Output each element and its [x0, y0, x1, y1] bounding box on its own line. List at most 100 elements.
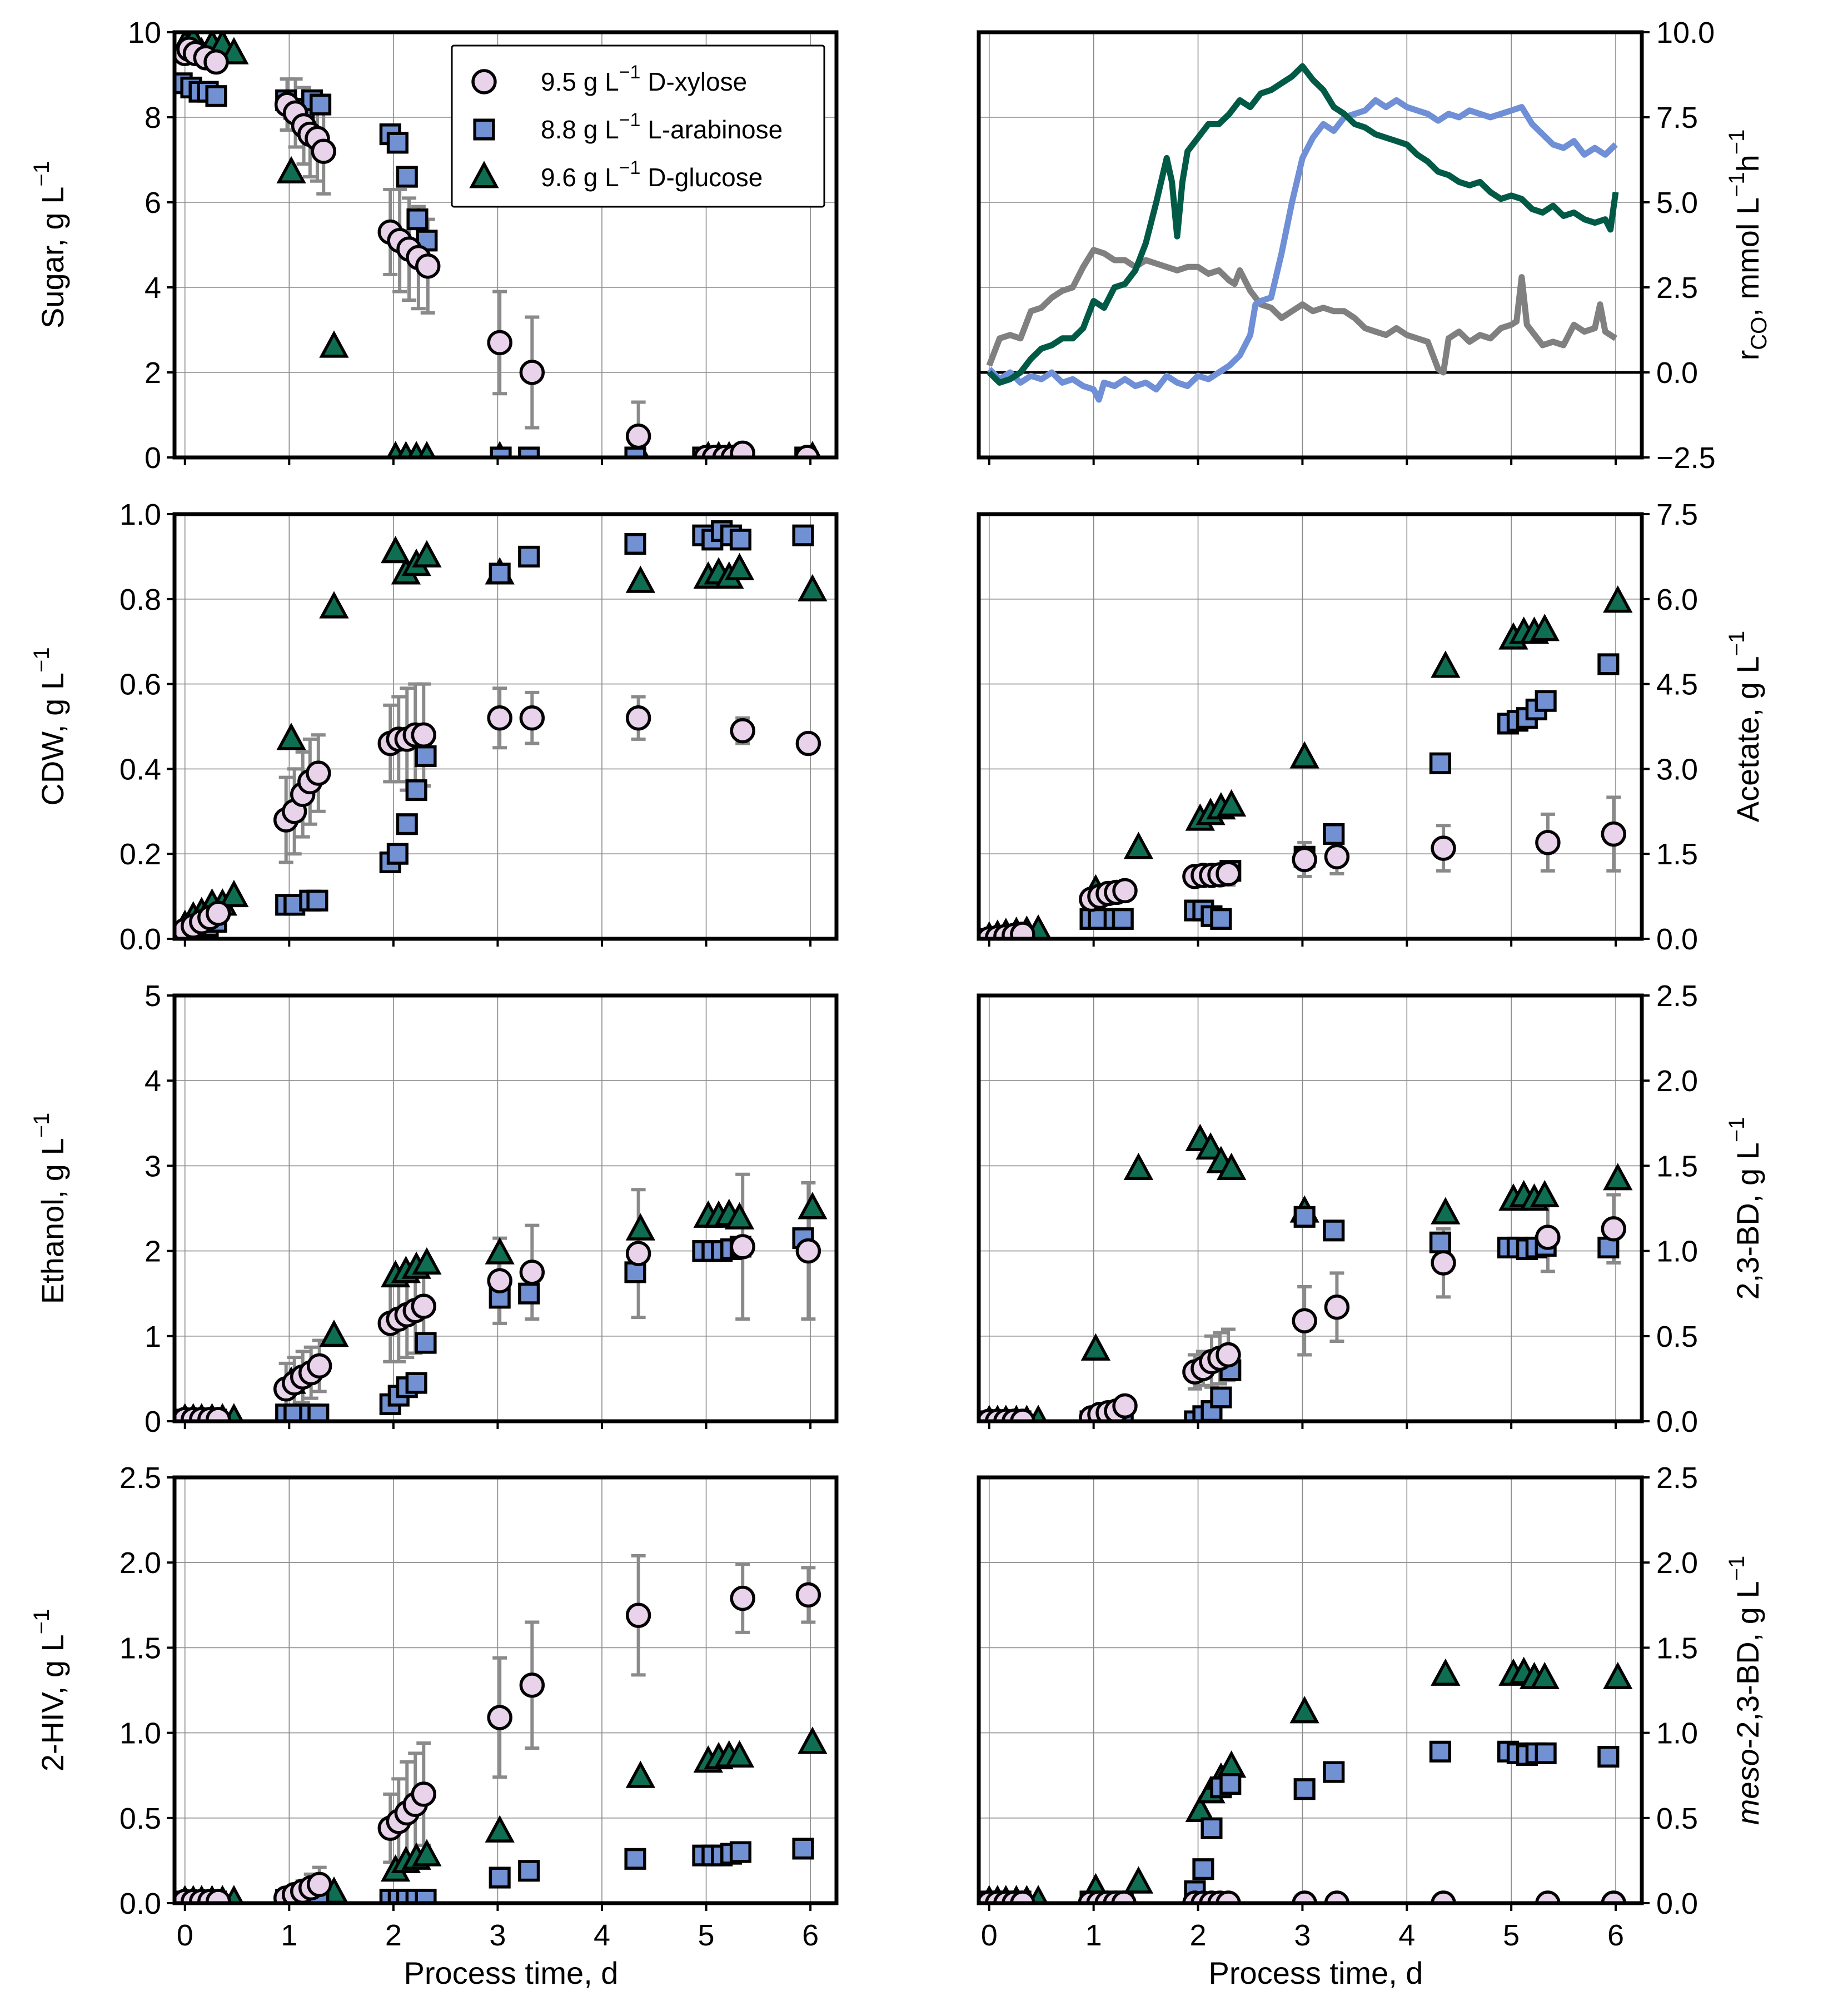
y-tick-label: 7.5 [1656, 101, 1698, 135]
y-axis: 0 1 2 3 4 5 [145, 979, 175, 1438]
point-xyl [730, 1234, 755, 1260]
y-label-part: 2-HIV, g L [35, 1634, 70, 1771]
point-ara [1323, 823, 1345, 845]
y-tick-label: 0.0 [1656, 923, 1698, 956]
point-glc [1431, 1658, 1461, 1686]
y-label-part: r [1730, 350, 1765, 361]
point-ara [415, 1332, 437, 1354]
point-ara [792, 524, 814, 546]
y-axis: −2.5 0.0 2.5 5.0 7.5 10.0 [1642, 16, 1716, 475]
scatter-series [175, 1172, 828, 1421]
panel-frame [172, 30, 839, 460]
panel-frame [977, 1475, 1644, 1905]
x-tick-label: 3 [1294, 1919, 1311, 1952]
y-axis-label-text: Ethanol, g L−1 [29, 1113, 70, 1305]
rco-line-green [987, 63, 1619, 386]
scatter-series [175, 520, 828, 939]
x-tick-label: 2 [385, 1919, 402, 1952]
y-label-part: −1 [29, 161, 54, 187]
y-label-part: CO [1747, 317, 1771, 350]
y-tick-label: 8 [145, 101, 161, 135]
point-ara [1112, 908, 1134, 930]
point-glc [276, 723, 306, 750]
panel-bd23: 0.0 0.5 1.0 1.5 2.0 2.5 2,3-BD, g L−1 [977, 979, 1765, 1438]
y-axis-label: meso-2,3-BD, g L−1 [1725, 1556, 1765, 1825]
y-label-part: Sugar, g L [35, 187, 70, 328]
y-axis: 0.0 0.2 0.4 0.6 0.8 1.0 [119, 498, 175, 956]
scatter-series [979, 585, 1633, 939]
x-tick-label: 1 [1085, 1919, 1102, 1952]
point-xyl [487, 1268, 512, 1293]
point-ara [624, 1848, 646, 1870]
point-ara [306, 889, 328, 912]
point-xyl [1601, 1890, 1626, 1903]
y-tick-label: 0.5 [119, 1802, 161, 1835]
point-xyl [795, 1238, 821, 1264]
point-ara [405, 1372, 427, 1394]
y-label-part: −1 [1725, 130, 1749, 155]
scatter-series [175, 32, 821, 457]
point-glc [1530, 1179, 1560, 1208]
y-tick-label: 2.5 [119, 1461, 161, 1495]
y-tick-label: 4 [145, 1064, 161, 1098]
point-ara [1323, 1761, 1345, 1783]
y-tick-label: 2.0 [1656, 1064, 1698, 1098]
point-xyl [1601, 1216, 1626, 1242]
point-glc [485, 1237, 515, 1265]
y-axis-label-text: rCO, mmol L−1h−1 [1725, 130, 1771, 361]
point-xyl [1601, 821, 1626, 847]
grid [979, 1477, 1642, 1904]
x-axis-label: Process time, d [404, 1955, 619, 1990]
point-glc [1123, 1152, 1154, 1181]
legend-marker-ara [473, 118, 495, 141]
point-ara [792, 1838, 814, 1860]
y-axis-label: CDW, g L−1 [29, 647, 70, 805]
y-label-part: −1 [29, 647, 54, 673]
y-tick-label: −2.5 [1656, 441, 1716, 475]
point-ara [415, 745, 437, 768]
y-label-part: Acetate, g L [1730, 656, 1765, 822]
panel-frame [977, 993, 1644, 1423]
point-glc [380, 536, 411, 564]
y-tick-label: 0.6 [119, 668, 161, 701]
point-xyl [1292, 847, 1317, 873]
point-xyl [795, 1582, 821, 1608]
point-glc [724, 1202, 755, 1229]
y-label-part: −1 [1725, 631, 1749, 656]
point-glc [798, 1726, 828, 1754]
legend-part: 9.5 g L [541, 67, 619, 96]
y-tick-label: 1.0 [1656, 1717, 1698, 1750]
y-tick-label: 6.0 [1656, 583, 1698, 616]
rco-line-grey [986, 247, 1617, 376]
point-xyl [519, 360, 545, 385]
panel-frame [977, 512, 1644, 941]
point-xyl [625, 1602, 651, 1628]
point-ara [1535, 690, 1557, 712]
panel-hiv: 0.0 0.5 1.0 1.5 2.0 2.5 0 1 2 3 4 5 6 Process time, d… [29, 1461, 839, 1990]
point-xyl [1010, 922, 1035, 939]
legend-part: −1 [619, 62, 641, 83]
point-ara [1219, 1773, 1242, 1795]
y-axis-label-text: Acetate, g L−1 [1725, 631, 1765, 822]
y-axis: 0.0 1.5 3.0 4.5 6.0 7.5 [1642, 498, 1698, 956]
point-glc [485, 1815, 515, 1843]
y-tick-label: 0.2 [119, 838, 161, 871]
point-xyl [203, 49, 229, 75]
y-axis-label: Sugar, g L−1 [29, 161, 70, 328]
point-glc [412, 1247, 442, 1275]
point-glc [219, 879, 249, 908]
point-xyl [411, 1781, 436, 1807]
panel-frame [172, 512, 839, 941]
point-xyl [1324, 1295, 1350, 1320]
point-xyl [306, 760, 331, 786]
y-tick-label: 5.0 [1656, 186, 1698, 220]
point-ara [1597, 1745, 1620, 1768]
panel-frame [172, 1475, 839, 1905]
y-tick-label: 0.5 [1656, 1320, 1698, 1353]
point-glc [1431, 1197, 1461, 1224]
x-axis-label: Process time, d [1209, 1955, 1423, 1990]
point-glc [1123, 1866, 1154, 1894]
point-glc [1080, 1333, 1111, 1361]
point-xyl [1216, 1342, 1241, 1368]
